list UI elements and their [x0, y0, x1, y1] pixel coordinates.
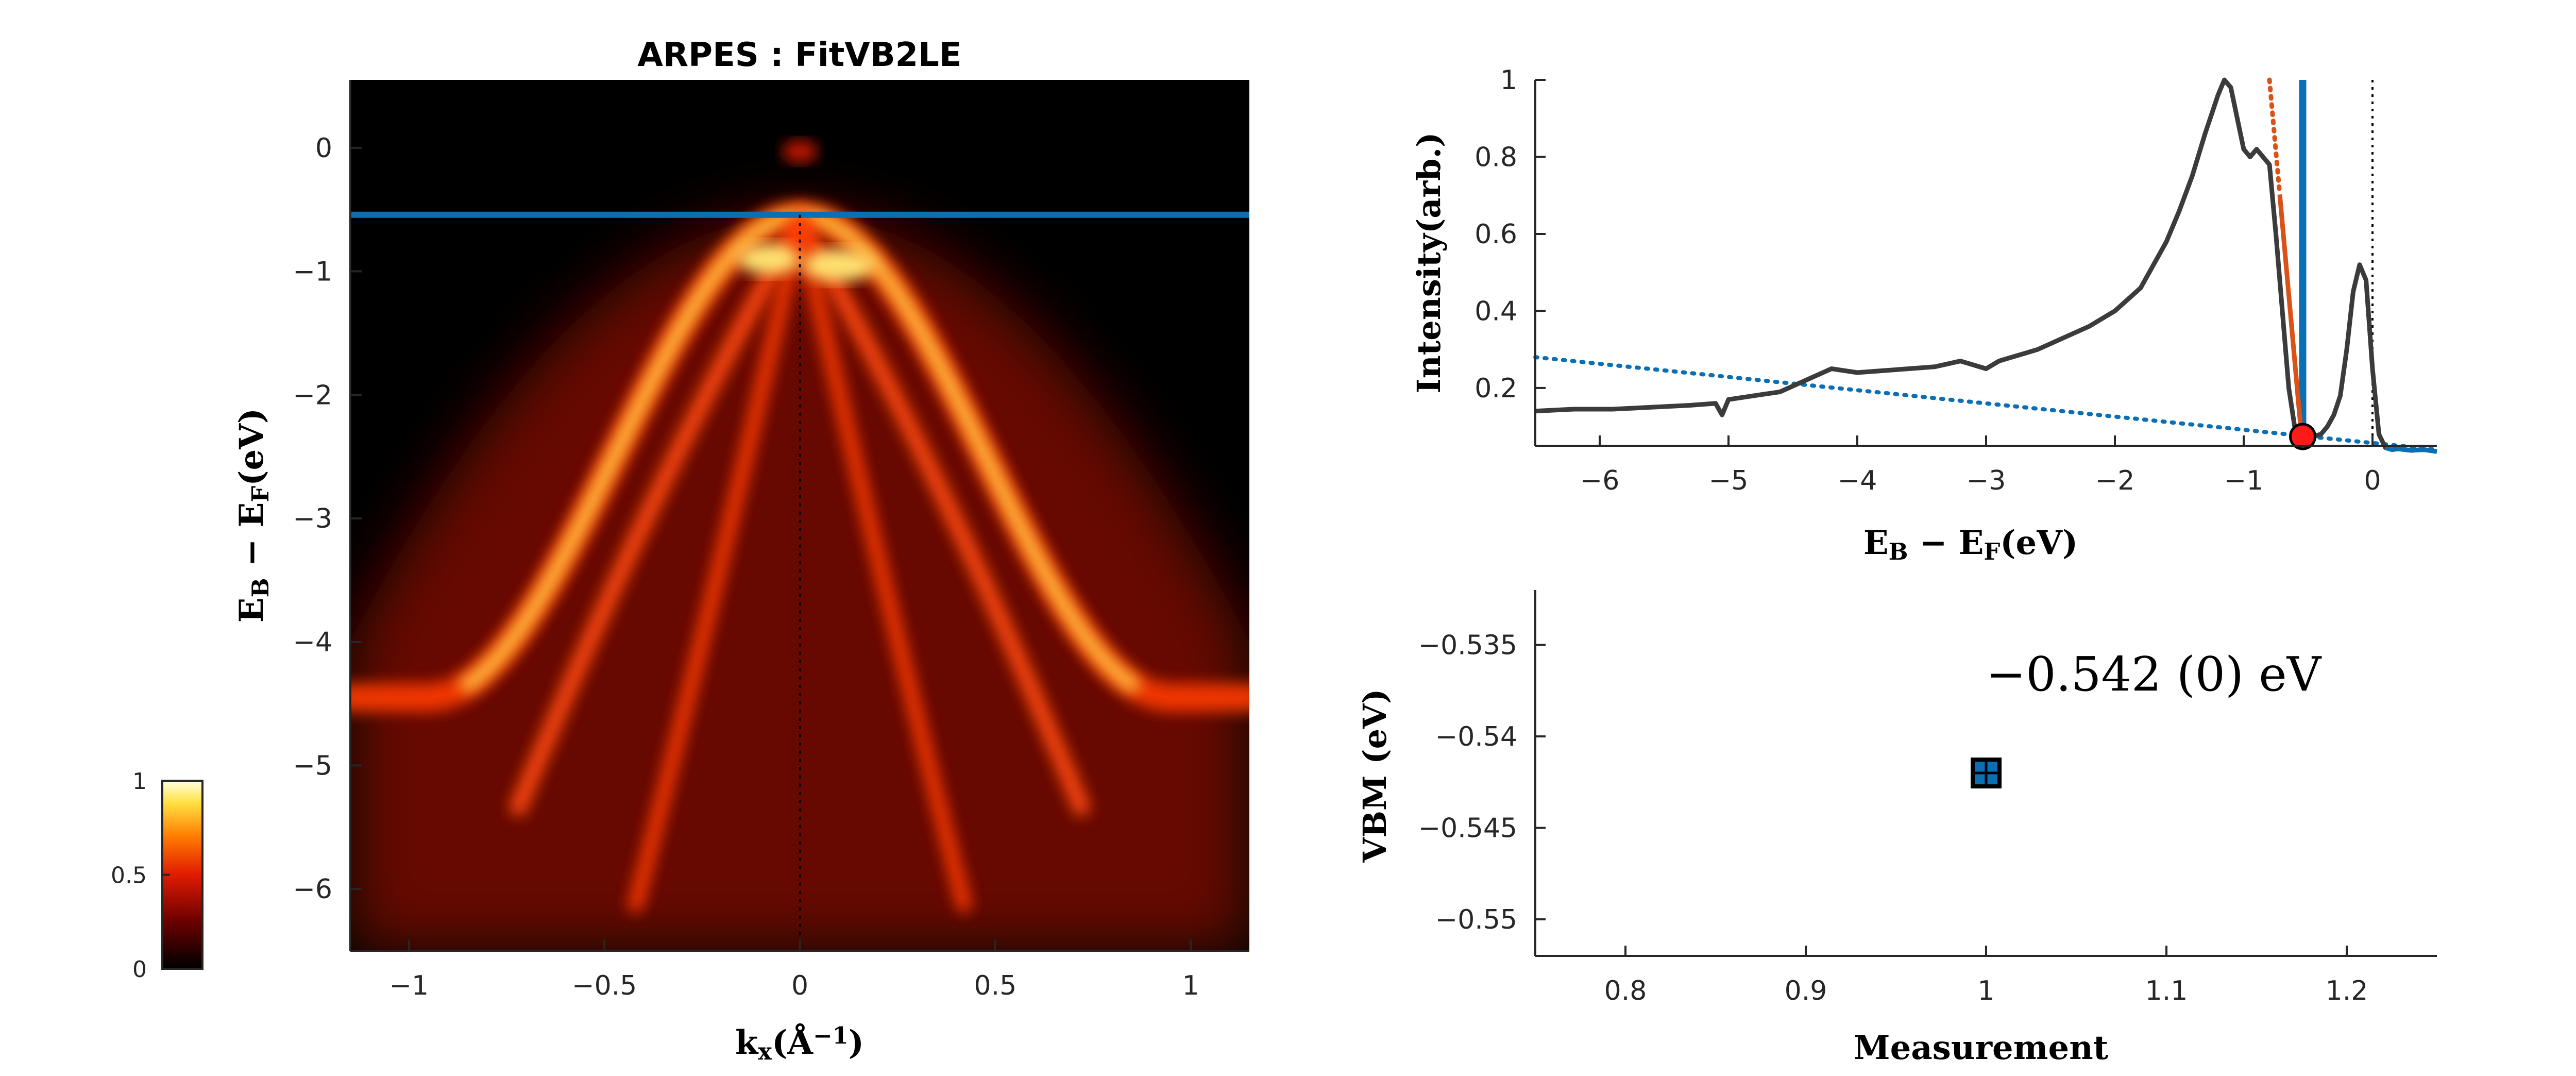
- vbm-y-tick-label: −0.535: [1418, 630, 1517, 661]
- edc-tail-fit: [2384, 445, 2437, 454]
- edc-y-label: Intensity(arb.): [1410, 132, 1448, 394]
- map-x-tick-label: −0.5: [572, 970, 637, 1001]
- map-x-tick-label: 0: [791, 970, 808, 1001]
- vbm-axes: 0.8 0.9 1 1.1 1.2 −0.535 −0.54 −0.545 −0.55: [1418, 590, 2437, 1006]
- edc-y-tick-label: 1: [1500, 65, 1517, 96]
- vbm-x-tick-label: 0.8: [1604, 976, 1647, 1006]
- edc-x-tick-label: −1: [2224, 465, 2264, 496]
- map-x-tick-label: −1: [389, 970, 429, 1001]
- arpes-panel: ARPES : FitVB2LE −1 −0.5 0 0.5 10−1−2−3−4−5−…: [232, 36, 1249, 1065]
- map-y-tick-label: −2: [293, 380, 332, 411]
- background-fit-line: [1533, 355, 2439, 452]
- leading-edge-extension: [2267, 77, 2282, 197]
- vbm-x-tick-label: 0.9: [1785, 976, 1827, 1006]
- vbm-x-label: Measurement: [1854, 1029, 2109, 1067]
- edc-x-label: EB − EF(eV): [1863, 524, 2078, 565]
- map-y-tick-label: −4: [293, 627, 332, 658]
- vbm-marker: [2289, 423, 2316, 450]
- colorbar-ticks: 00.51: [111, 768, 170, 983]
- edc-y-tick-label: 0.6: [1475, 219, 1517, 250]
- map-x-tick-label: 1: [1182, 970, 1199, 1001]
- diffuse-glow: [350, 215, 1249, 951]
- colorbar: 00.51: [111, 768, 204, 983]
- vbm-y-tick-label: −0.54: [1435, 721, 1517, 752]
- edc-x-tick-label: 0: [2364, 465, 2381, 496]
- band-inner: [628, 220, 972, 913]
- surface-feature: [782, 140, 818, 163]
- vbm-x-tick-label: 1: [1977, 976, 1994, 1006]
- bright-spot-right: [803, 248, 875, 282]
- edc-y-tick-label: 0.4: [1475, 296, 1517, 327]
- vbm-y-label: VBM (eV): [1356, 689, 1394, 863]
- edc-y-tick-label: 0.2: [1475, 373, 1517, 404]
- vbm-x-tick-label: 1.1: [2145, 976, 2188, 1006]
- vbm-annotation: −0.542 (0) eV: [1986, 647, 2322, 702]
- colorbar-tick-label: 0.5: [111, 863, 147, 889]
- map-y-tick-label: −3: [293, 503, 332, 534]
- bright-spot-left: [737, 243, 800, 275]
- colorbar-tick-label: 1: [132, 768, 147, 795]
- edc-x-tick-label: −6: [1580, 465, 1620, 496]
- map-y-tick-label: −6: [293, 874, 332, 905]
- vbm-plot-area: [1971, 758, 2002, 788]
- edc-x-tick-label: −4: [1838, 465, 1877, 496]
- colorbar-tick-label: 0: [132, 956, 147, 983]
- map-y-tick-label: −1: [293, 257, 332, 288]
- edc-y-tick-label: 0.8: [1475, 142, 1517, 173]
- edc-panel: −6 −5 −4 −3 −2 −1 0 0.2 0.4 0.6 0.8 1 EB − EF(eV) I…: [1410, 65, 2439, 565]
- arpes-intensity-map: [350, 80, 1249, 951]
- arpes-title: ARPES : FitVB2LE: [637, 36, 961, 74]
- arpes-axes: −1 −0.5 0 0.5 1 0 −1 −2 −3 −4 −5 −6: [293, 80, 1249, 1001]
- edc-x-tick-label: −5: [1709, 465, 1749, 496]
- edc-axes: −6 −5 −4 −3 −2 −1 0 0.2 0.4 0.6 0.8 1: [1475, 65, 2437, 496]
- arpes-x-label: kx(Å−1): [735, 1022, 864, 1066]
- arpes-y-label: EB − EF(eV): [232, 408, 274, 623]
- edc-x-tick-label: −2: [2095, 465, 2135, 496]
- edc-curve: [1535, 77, 2437, 454]
- vbm-y-tick-label: −0.545: [1418, 813, 1517, 844]
- vbm-panel: 0.8 0.9 1 1.1 1.2 −0.535 −0.54 −0.545 −0.55 −0.5…: [1356, 590, 2437, 1067]
- map-x-tick-label: 0.5: [974, 970, 1016, 1001]
- map-y-tick-label: −5: [293, 750, 332, 781]
- leading-edge-fit-line: [2277, 194, 2304, 439]
- vbm-x-tick-label: 1.2: [2326, 976, 2368, 1006]
- edc-x-tick-label: −3: [1967, 465, 2006, 496]
- edc-plot-area: [1533, 77, 2439, 454]
- vbm-y-tick-label: −0.55: [1435, 904, 1517, 935]
- map-y-tick-label: 0: [315, 133, 332, 164]
